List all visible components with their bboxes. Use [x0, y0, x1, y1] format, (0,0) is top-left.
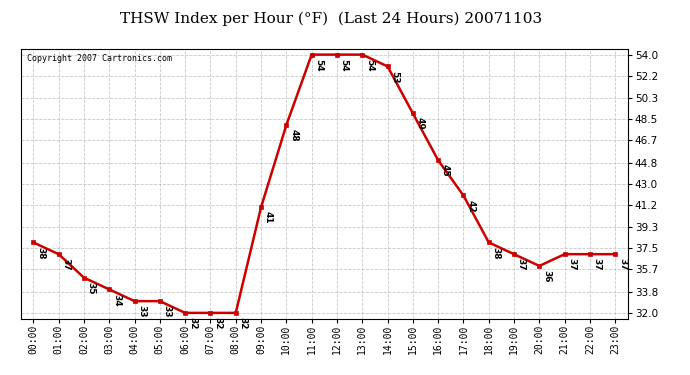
Text: 34: 34: [112, 294, 121, 306]
Text: Copyright 2007 Cartronics.com: Copyright 2007 Cartronics.com: [27, 54, 172, 63]
Text: 41: 41: [264, 211, 273, 224]
Text: 33: 33: [163, 305, 172, 318]
Text: 54: 54: [365, 59, 374, 71]
Text: 38: 38: [491, 247, 500, 259]
Text: 42: 42: [466, 200, 475, 212]
Text: 37: 37: [61, 258, 70, 271]
Text: 32: 32: [239, 317, 248, 330]
Text: 32: 32: [188, 317, 197, 330]
Text: THSW Index per Hour (°F)  (Last 24 Hours) 20071103: THSW Index per Hour (°F) (Last 24 Hours)…: [120, 11, 542, 26]
Text: 37: 37: [567, 258, 576, 271]
Text: 54: 54: [315, 59, 324, 71]
Text: 54: 54: [339, 59, 348, 71]
Text: 32: 32: [213, 317, 222, 330]
Text: 38: 38: [36, 247, 45, 259]
Text: 37: 37: [618, 258, 627, 271]
Text: 53: 53: [391, 70, 400, 83]
Text: 49: 49: [415, 117, 424, 130]
Text: 45: 45: [441, 165, 450, 177]
Text: 33: 33: [137, 305, 146, 318]
Text: 35: 35: [87, 282, 96, 294]
Text: 37: 37: [517, 258, 526, 271]
Text: 36: 36: [542, 270, 551, 283]
Text: 48: 48: [289, 129, 298, 142]
Text: 37: 37: [593, 258, 602, 271]
